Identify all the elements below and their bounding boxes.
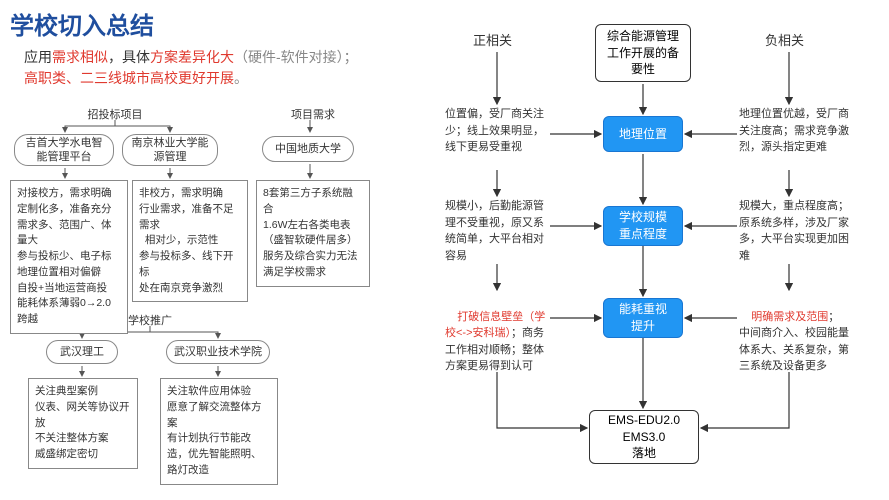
subtitle-gray: （硬件-软件对接）；	[234, 49, 358, 65]
pos-energy-text: 打破信息壁垒（学校<->安科瑞）；商务工作相对顺畅；整体方案更易得到认可	[445, 292, 549, 391]
pill-dizhi: 中国地质大学	[262, 136, 354, 162]
pill-nanjing: 南京林业大学能源管理	[122, 134, 218, 166]
box-wuhan2: 关注软件应用体验 愿意了解交流整体方案 有计划执行节能改造，优先智能照明、路灯改…	[160, 378, 278, 485]
pos-geo-text: 位置偏，受厂商关注少；线上效果明显，线下更易受重视	[445, 106, 549, 156]
right-flowchart: 正相关 负相关 综合能源管理工作开展的备要性 地理位置 学校规模 重点程度 能耗…	[405, 14, 885, 494]
subtitle-gray: 。	[234, 70, 248, 86]
node-geo: 地理位置	[603, 116, 683, 152]
pill-jishou: 吉首大学水电智能管理平台	[14, 134, 114, 166]
subtitle-part: 应用	[24, 49, 52, 65]
section-label-2: 项目需求	[288, 106, 338, 122]
neg-scale-text: 规模大，重点程度高；原系统多样，涉及厂家多，大平台实现更加困难	[739, 198, 849, 264]
neg-energy-red: 明确需求及范围	[751, 311, 828, 323]
neg-energy-text: 明确需求及范围；中间商介入、校园能量体系大、关系复杂，第三系统及设备更多	[739, 292, 849, 391]
pos-scale-text: 规模小，后勤能源管理不受重视，原又系统简单，大平台相对容易	[445, 198, 549, 264]
box-dizhi: 8套第三方子系统融合 1.6W左右各类电表 （盛智软硬件居多） 服务及综合实力无…	[256, 180, 370, 287]
box-nanjing: 非校方，需求明确 行业需求，准备不足需求 相对少，示范性 参与投标多、线下开标 …	[132, 180, 248, 302]
node-scale: 学校规模 重点程度	[603, 206, 683, 246]
section-label-3: 学校推广	[125, 312, 175, 328]
subtitle-red: 方案差异化大	[150, 49, 234, 65]
left-panel: 招投标项目 项目需求 吉首大学水电智能管理平台 南京林业大学能源管理 中国地质大…	[10, 108, 390, 488]
subtitle: 应用需求相似，具体方案差异化大（硬件-软件对接）；高职类、二三线城市高校更好开展…	[0, 43, 380, 97]
pill-wuhan1: 武汉理工	[46, 340, 118, 364]
neg-geo-text: 地理位置优越，受厂商关注度高；需求竞争激烈，源头指定更难	[739, 106, 849, 156]
node-top: 综合能源管理工作开展的备要性	[595, 24, 691, 82]
box-jishou: 对接校方，需求明确 定制化多，准备充分 需求多、范围广、体量大 参与投标少、电子…	[10, 180, 128, 334]
node-energy: 能耗重视 提升	[603, 298, 683, 338]
node-bottom: EMS-EDU2.0 EMS3.0 落地	[589, 410, 699, 464]
header-negative: 负相关	[765, 30, 804, 49]
box-wuhan1: 关注典型案例 仪表、网关等协议开放 不关注整体方案 威盛绑定密切	[28, 378, 138, 469]
pill-wuhan2: 武汉职业技术学院	[166, 340, 270, 364]
subtitle-red: 高职类、二三线城市高校更好开展	[24, 70, 234, 86]
subtitle-red: 需求相似	[52, 49, 108, 65]
section-label-1: 招投标项目	[85, 106, 145, 122]
header-positive: 正相关	[473, 30, 512, 49]
subtitle-part: ，具体	[108, 49, 150, 65]
